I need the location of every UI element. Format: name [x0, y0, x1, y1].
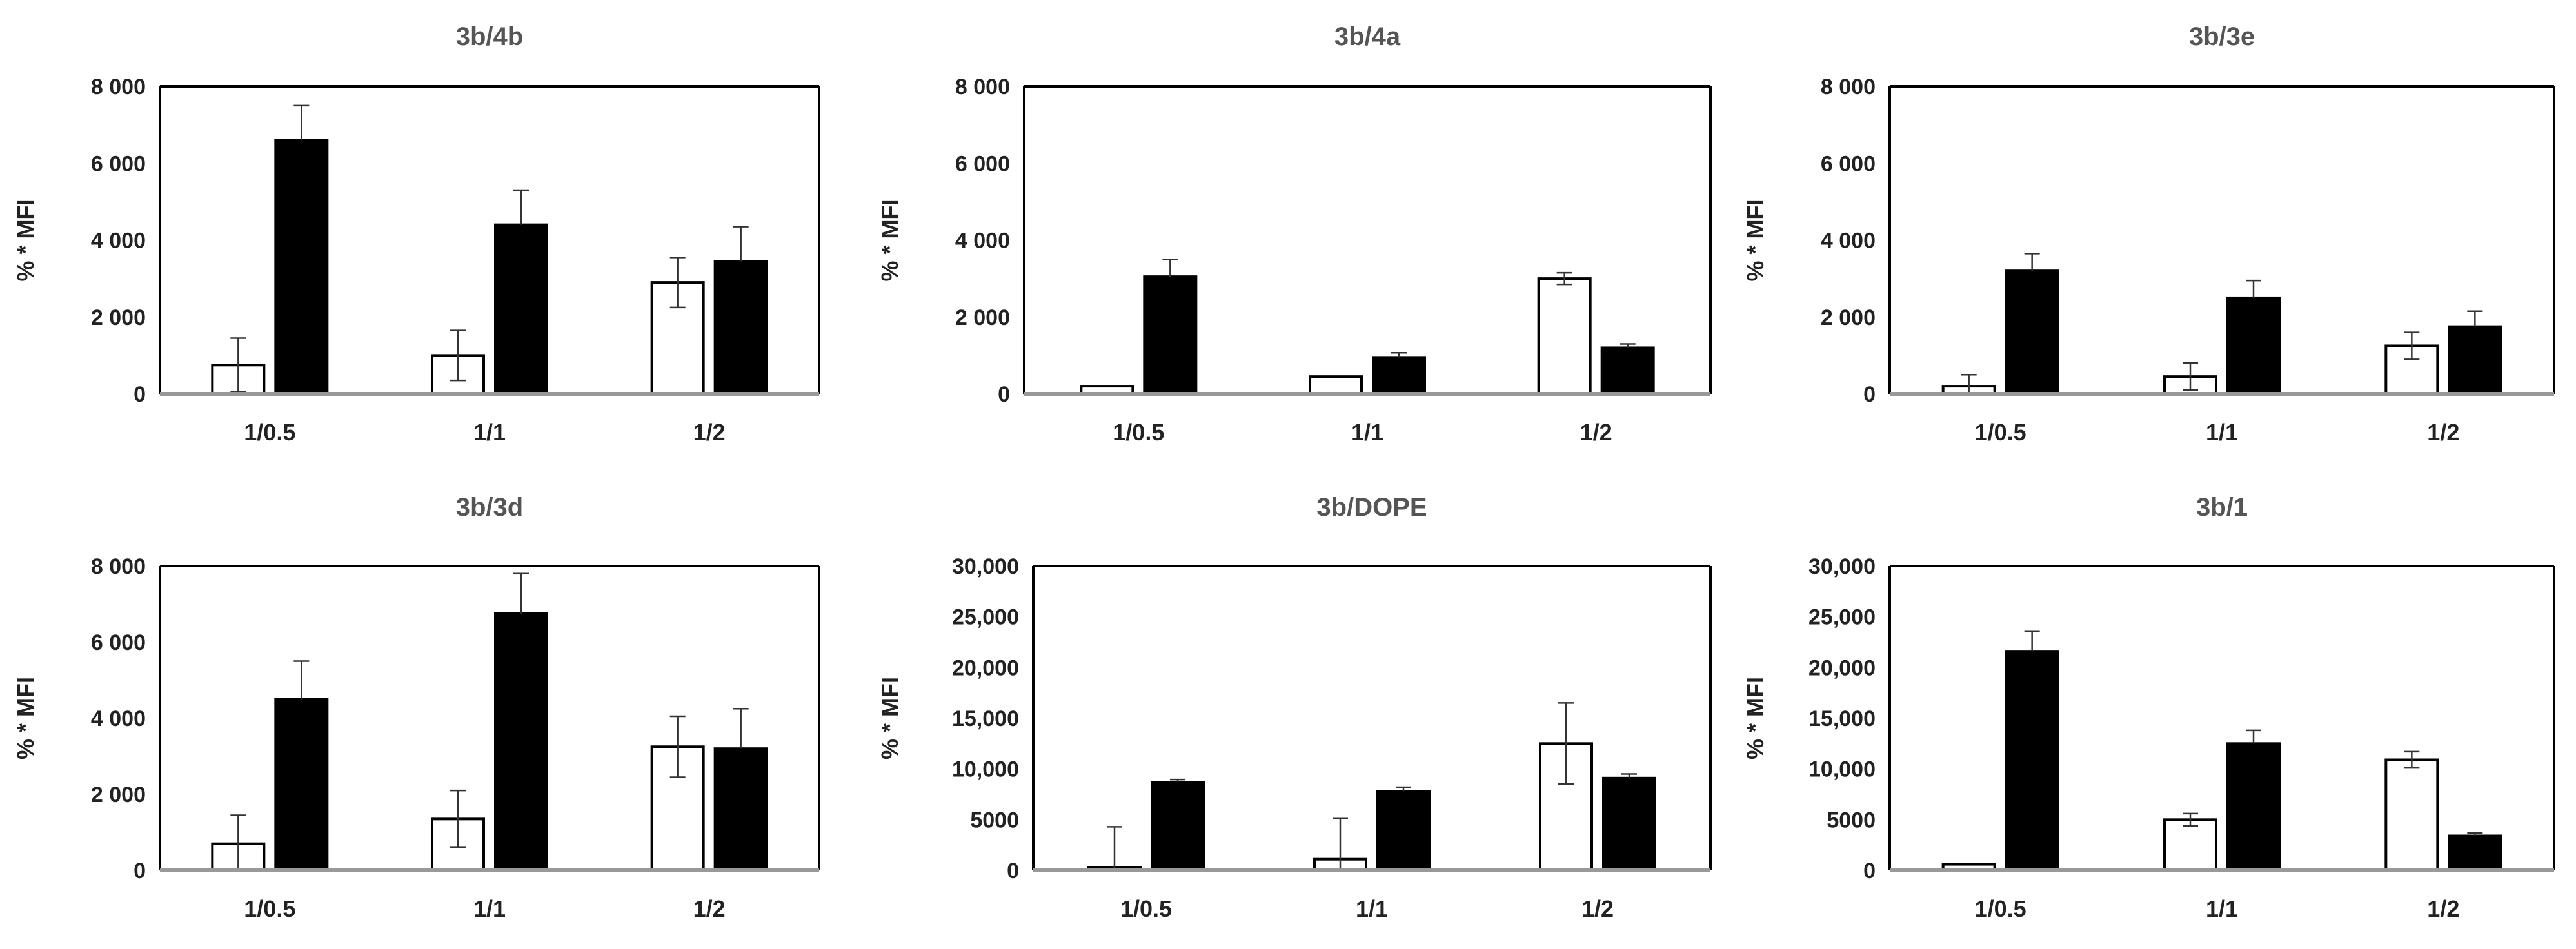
y-tick-label: 0	[134, 382, 146, 407]
x-tick-label: 1/0.5	[1120, 895, 1172, 922]
y-tick-label: 8 000	[1821, 75, 1876, 99]
chart-title: 3b/4a	[1334, 23, 1401, 51]
y-tick-label: 0	[1863, 382, 1876, 407]
chart-3b-4b: 3b/4b % * MFI 0 2 000 4 000 6 000 8 000 1/0.5 1/…	[12, 23, 820, 445]
y-tick-label: 6 000	[1821, 152, 1876, 176]
x-tick-label: 1/2	[2427, 419, 2459, 445]
y-tick-label: 2 000	[955, 306, 1010, 330]
chart-title: 3b/3d	[456, 493, 523, 522]
chart-title: 3b/3e	[2189, 23, 2255, 51]
chart-3b-3e: 3b/3e % * MFI 0 2 000 4 000 6 000 8 000 1/0.5 1/…	[1742, 23, 2555, 445]
y-tick-label: 0	[134, 859, 146, 883]
bar-filled-1/0.5	[274, 139, 329, 395]
y-tick-label: 25,000	[1808, 605, 1876, 630]
y-tick-label: 4 000	[955, 229, 1010, 253]
bar-filled-1/2	[1600, 346, 1655, 396]
y-tick-label: 10,000	[952, 758, 1019, 782]
y-axis-label: % * MFI	[12, 677, 39, 759]
x-tick-label: 1/0.5	[1975, 895, 2026, 922]
chart-title: 3b/4b	[456, 23, 523, 51]
bar-filled-1/1	[2226, 742, 2281, 872]
bar-filled-1/0.5	[274, 698, 329, 872]
y-tick-label: 8 000	[955, 75, 1010, 99]
y-axis-label: % * MFI	[1742, 677, 1769, 759]
x-tick-label: 1/1	[2206, 895, 2238, 922]
bar-open-1/2	[2384, 758, 2439, 872]
y-tick-label: 15,000	[1808, 707, 1876, 731]
bar-filled-1/2	[2448, 325, 2502, 395]
y-axis-label: % * MFI	[12, 199, 39, 281]
y-tick-label: 30,000	[1808, 554, 1876, 579]
y-tick-label: 0	[1007, 859, 1019, 883]
y-axis-label: % * MFI	[877, 199, 903, 281]
y-tick-label: 10,000	[1808, 758, 1876, 782]
bar-filled-1/0.5	[2005, 269, 2059, 396]
y-tick-label: 2 000	[91, 306, 146, 330]
x-tick-label: 1/2	[693, 895, 726, 922]
y-axis-label: % * MFI	[1742, 199, 1769, 281]
y-tick-label: 6 000	[955, 152, 1010, 176]
y-tick-label: 5000	[1827, 808, 1876, 832]
x-tick-label: 1/2	[1580, 419, 1612, 445]
y-tick-label: 0	[1863, 859, 1876, 883]
y-tick-label: 6 000	[91, 631, 146, 655]
y-tick-label: 8 000	[91, 554, 146, 579]
bar-filled-1/0.5	[1151, 781, 1205, 872]
bar-filled-1/0.5	[2005, 650, 2059, 872]
x-tick-label: 1/1	[1351, 419, 1383, 445]
y-tick-label: 8 000	[91, 75, 146, 99]
x-tick-label: 1/2	[1581, 895, 1614, 922]
chart-title: 3b/DOPE	[1316, 493, 1427, 522]
chart-3b-1: 3b/1 % * MFI 0 5000 10,000 15,000 20,000 25,000…	[1742, 493, 2555, 922]
bar-filled-1/2	[2448, 834, 2502, 872]
bar-open-1/2	[1537, 277, 1592, 395]
y-tick-label: 2 000	[91, 783, 146, 807]
x-tick-label: 1/1	[1356, 895, 1388, 922]
bar-filled-1/1	[494, 612, 548, 872]
bar-filled-1/2	[713, 747, 768, 872]
x-tick-label: 1/2	[2427, 895, 2459, 922]
x-tick-label: 1/0.5	[244, 895, 295, 922]
bar-filled-1/1	[1372, 356, 1426, 396]
bar-filled-1/1	[2226, 296, 2281, 395]
x-tick-label: 1/1	[2206, 419, 2238, 445]
chart-3b-4a: 3b/4a % * MFI 0 2 000 4 000 6 000 8 000 1/0.5 1/…	[877, 23, 1712, 445]
y-tick-label: 4 000	[91, 707, 146, 731]
y-tick-label: 2 000	[1821, 306, 1876, 330]
y-tick-label: 4 000	[91, 229, 146, 253]
chart-3b-dope: 3b/DOPE % * MFI 0 5000 10,000 15,000 20,000 25,…	[877, 493, 1712, 922]
y-tick-label: 15,000	[952, 707, 1019, 731]
x-tick-label: 1/1	[473, 895, 506, 922]
y-tick-label: 6 000	[91, 152, 146, 176]
chart-title: 3b/1	[2196, 493, 2248, 522]
y-axis-label: % * MFI	[877, 677, 903, 759]
y-tick-label: 25,000	[952, 605, 1019, 630]
bar-filled-1/0.5	[1143, 275, 1198, 395]
x-tick-label: 1/0.5	[244, 419, 295, 445]
bar-filled-1/1	[1376, 790, 1431, 872]
y-tick-label: 5000	[970, 808, 1019, 832]
x-tick-label: 1/0.5	[1113, 419, 1164, 445]
y-tick-label: 4 000	[1821, 229, 1876, 253]
bar-open-1/1	[1309, 375, 1363, 396]
y-tick-label: 20,000	[952, 656, 1019, 680]
x-tick-label: 1/1	[473, 419, 506, 445]
y-tick-label: 0	[998, 382, 1010, 407]
y-tick-label: 30,000	[952, 554, 1019, 579]
bar-filled-1/1	[494, 223, 548, 395]
chart-3b-3d: 3b/3d % * MFI 0 2 000 4 000 6 000 8 000 1/0.5 1/…	[12, 493, 820, 922]
y-tick-label: 20,000	[1808, 656, 1876, 680]
x-tick-label: 1/0.5	[1975, 419, 2026, 445]
bar-filled-1/2	[713, 260, 768, 396]
bar-filled-1/2	[1602, 776, 1656, 872]
x-tick-label: 1/2	[693, 419, 726, 445]
bar-open-1/1	[2163, 818, 2217, 872]
